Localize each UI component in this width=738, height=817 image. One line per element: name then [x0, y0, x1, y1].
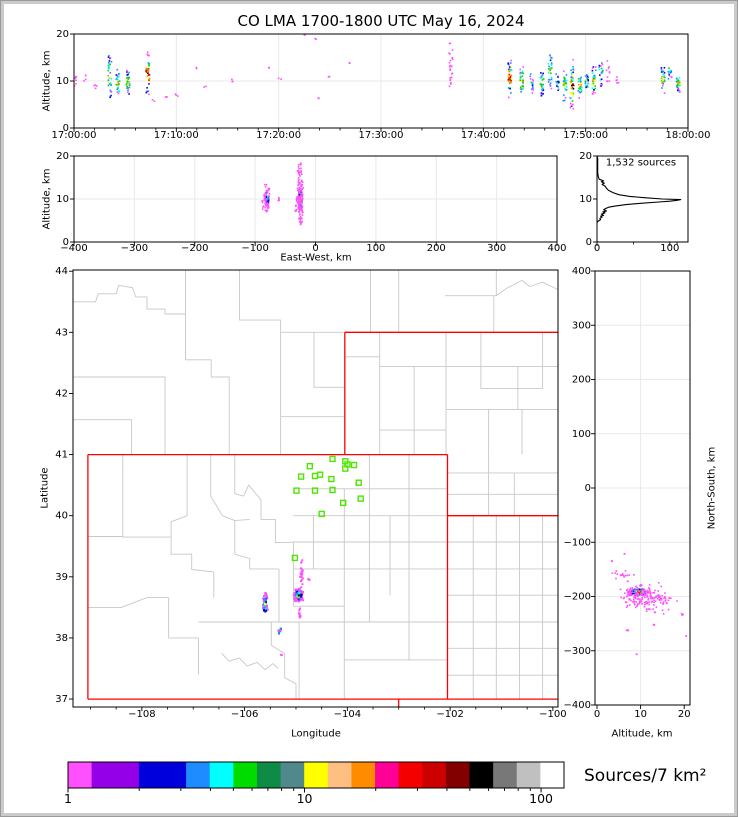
colorbar-title: Sources/7 km²	[584, 766, 707, 786]
svg-text:0: 0	[594, 243, 600, 254]
svg-text:−200: −200	[181, 243, 208, 254]
lma-station-markers	[291, 455, 364, 562]
svg-text:43: 43	[55, 327, 68, 338]
svg-text:38: 38	[55, 633, 68, 644]
svg-text:400: 400	[547, 243, 566, 254]
svg-text:−104: −104	[334, 709, 361, 720]
svg-text:1: 1	[64, 791, 72, 806]
time-height-sources	[73, 34, 681, 110]
svg-text:0: 0	[312, 243, 318, 254]
svg-text:17:00:00: 17:00:00	[52, 130, 97, 141]
svg-text:42: 42	[55, 388, 68, 399]
svg-text:20: 20	[56, 151, 69, 162]
svg-text:100: 100	[660, 243, 679, 254]
svg-text:10: 10	[579, 194, 592, 205]
svg-text:20: 20	[579, 151, 592, 162]
source-count-annotation: 1,532 sources	[605, 157, 677, 169]
svg-text:0: 0	[63, 237, 69, 248]
svg-text:10: 10	[56, 76, 69, 87]
svg-text:18:00:00: 18:00:00	[666, 130, 711, 141]
svg-text:40: 40	[55, 511, 68, 522]
colorbar: 1 10 100	[64, 761, 565, 806]
svg-text:17:30:00: 17:30:00	[359, 130, 404, 141]
svg-text:−100: −100	[241, 243, 268, 254]
svg-text:−108: −108	[128, 709, 155, 720]
svg-text:100: 100	[366, 243, 385, 254]
svg-text:−400: −400	[60, 243, 87, 254]
state-borders	[87, 331, 558, 707]
ns-panel-xlabel: Altitude, km	[611, 728, 673, 740]
svg-text:20: 20	[678, 709, 691, 720]
svg-text:17:50:00: 17:50:00	[563, 130, 608, 141]
svg-text:−400: −400	[564, 700, 591, 711]
ns-height-sources	[610, 552, 688, 656]
svg-text:400: 400	[572, 266, 591, 277]
svg-text:−102: −102	[436, 709, 463, 720]
map-source-clusters	[262, 559, 311, 657]
county-borders	[73, 270, 559, 700]
svg-text:−200: −200	[564, 592, 591, 603]
svg-text:−300: −300	[564, 646, 591, 657]
svg-text:44: 44	[55, 266, 68, 277]
svg-text:100: 100	[529, 791, 553, 806]
svg-text:37: 37	[55, 694, 68, 705]
svg-text:17:20:00: 17:20:00	[256, 130, 301, 141]
altitude-histogram-curve	[596, 155, 682, 223]
svg-text:−106: −106	[231, 709, 258, 720]
figure-title: CO LMA 1700-1800 UTC May 16, 2024	[237, 12, 525, 30]
svg-text:0: 0	[586, 237, 592, 248]
svg-text:41: 41	[55, 450, 68, 461]
svg-text:200: 200	[427, 243, 446, 254]
axes: 17:00:00 17:10:00 17:20:00 17:30:00 17:40:00…	[52, 29, 711, 720]
figure-canvas	[4, 4, 734, 813]
svg-text:−100: −100	[564, 537, 591, 548]
svg-text:0: 0	[585, 483, 591, 494]
svg-text:−100: −100	[539, 709, 566, 720]
svg-text:17:10:00: 17:10:00	[154, 130, 199, 141]
svg-text:10: 10	[297, 791, 313, 806]
svg-text:20: 20	[56, 29, 69, 40]
svg-text:−300: −300	[121, 243, 148, 254]
svg-text:0: 0	[63, 123, 69, 134]
svg-text:100: 100	[572, 429, 591, 440]
svg-text:200: 200	[572, 375, 591, 386]
svg-text:0: 0	[594, 709, 600, 720]
svg-text:300: 300	[572, 320, 591, 331]
svg-text:10: 10	[56, 194, 69, 205]
svg-text:10: 10	[634, 709, 647, 720]
map-xlabel: Longitude	[291, 728, 341, 740]
svg-text:17:40:00: 17:40:00	[461, 130, 506, 141]
ew-panel-xlabel: East-West, km	[280, 252, 352, 264]
svg-text:39: 39	[55, 572, 68, 583]
ew-height-sources	[261, 162, 304, 226]
gridlines	[74, 34, 690, 705]
svg-text:300: 300	[487, 243, 506, 254]
